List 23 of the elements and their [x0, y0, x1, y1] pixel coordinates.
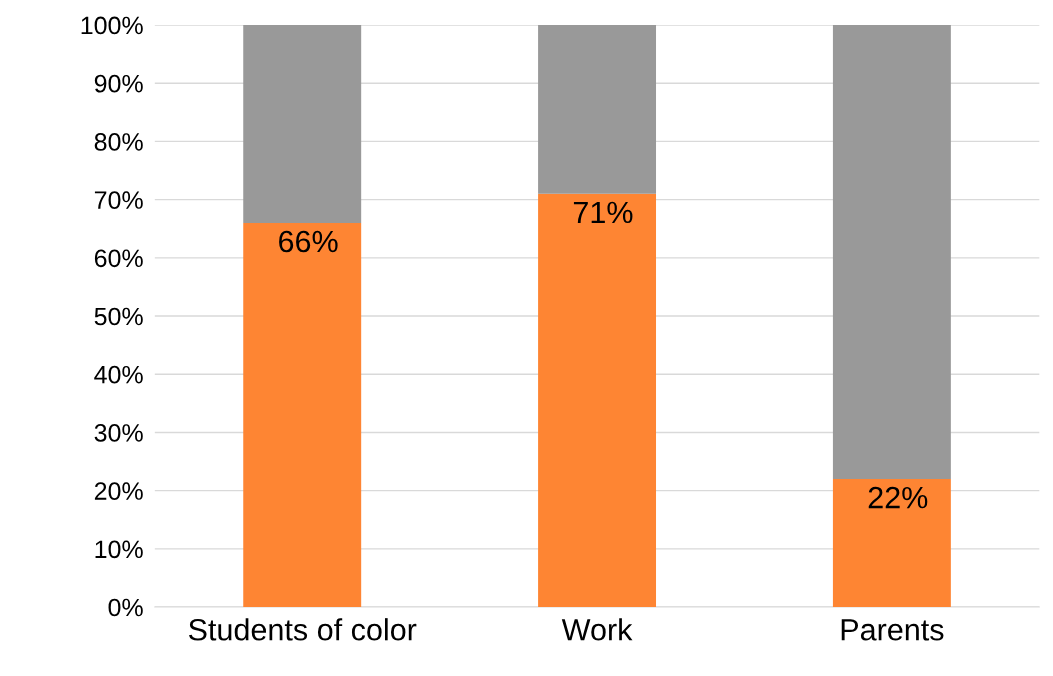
y-tick-label: 100% — [81, 16, 143, 35]
bar — [243, 25, 362, 223]
y-tick-label: 50% — [94, 307, 143, 326]
y-tick-label: 70% — [94, 191, 143, 209]
y-tick-label: 10% — [95, 540, 143, 559]
y-tick-label: 40% — [94, 365, 143, 384]
bar — [538, 193, 657, 608]
y-tick-label: 30% — [94, 424, 143, 442]
y-tick-label: 20% — [94, 482, 143, 500]
x-tick-label: Students of color — [188, 618, 417, 641]
data-label: 66% — [279, 230, 338, 253]
bar — [832, 25, 951, 479]
y-tick-label: 80% — [94, 133, 143, 151]
y-tick-label: 0% — [108, 598, 143, 617]
bar — [538, 25, 657, 194]
y-tick-label: 90% — [94, 74, 143, 93]
data-label: 22% — [868, 486, 928, 509]
data-label: 71% — [573, 201, 633, 224]
x-tick-label: Work — [561, 618, 633, 641]
x-tick-label: Parents — [841, 619, 944, 641]
bar — [243, 222, 362, 608]
bar — [832, 479, 951, 608]
y-tick-label: 60% — [94, 249, 143, 268]
